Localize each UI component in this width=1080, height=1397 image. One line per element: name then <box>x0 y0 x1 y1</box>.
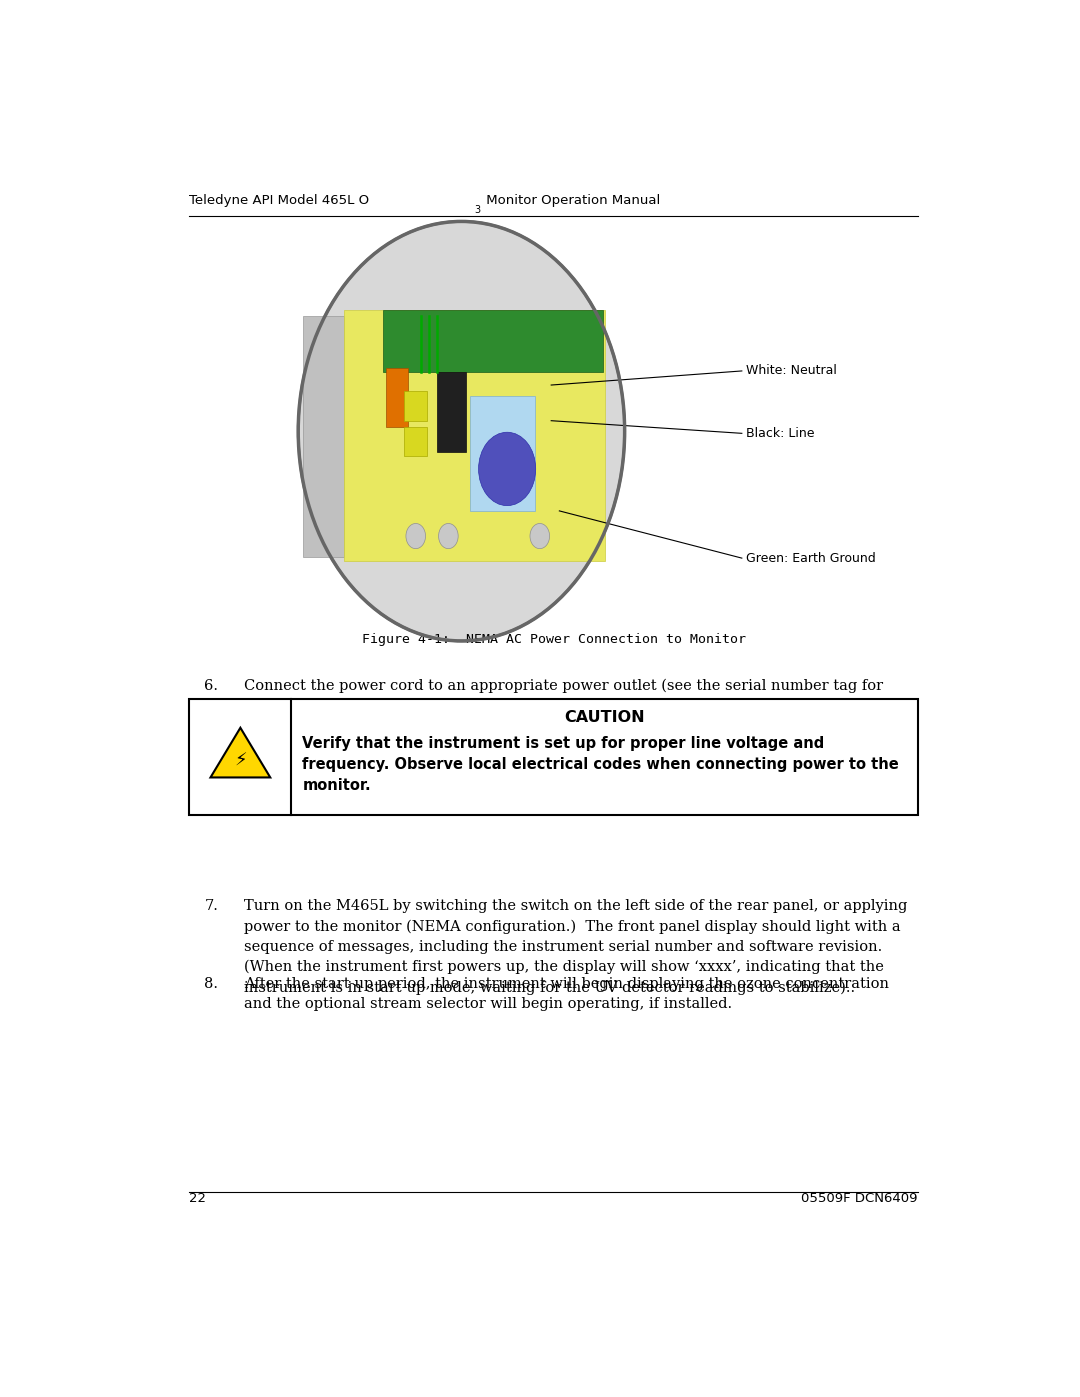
FancyBboxPatch shape <box>404 427 428 457</box>
Text: After the start-up period, the instrument will begin displaying the ozone concen: After the start-up period, the instrumen… <box>244 977 889 1010</box>
Text: Black: Line: Black: Line <box>746 427 814 440</box>
Circle shape <box>530 524 550 549</box>
Text: Connect the power cord to an appropriate power outlet (see the serial number tag: Connect the power cord to an appropriate… <box>244 679 883 714</box>
Circle shape <box>438 524 458 549</box>
Polygon shape <box>211 728 270 778</box>
FancyBboxPatch shape <box>404 391 428 420</box>
FancyBboxPatch shape <box>387 369 407 427</box>
Text: ⚡: ⚡ <box>234 752 246 770</box>
FancyBboxPatch shape <box>343 310 605 562</box>
Text: Monitor Operation Manual: Monitor Operation Manual <box>482 194 660 207</box>
FancyBboxPatch shape <box>437 373 467 453</box>
Text: 22: 22 <box>189 1192 206 1204</box>
Circle shape <box>478 432 536 506</box>
Text: 05509F DCN6409: 05509F DCN6409 <box>801 1192 918 1204</box>
Text: CAUTION: CAUTION <box>564 710 645 725</box>
Text: Verify that the instrument is set up for proper line voltage and
frequency. Obse: Verify that the instrument is set up for… <box>302 736 899 792</box>
FancyBboxPatch shape <box>189 698 918 816</box>
Text: 6.: 6. <box>204 679 218 693</box>
Text: White: Neutral: White: Neutral <box>746 365 837 377</box>
Text: Green: Earth Ground: Green: Earth Ground <box>746 552 876 564</box>
Circle shape <box>406 524 426 549</box>
Text: 3: 3 <box>474 205 481 215</box>
FancyBboxPatch shape <box>303 316 343 557</box>
Circle shape <box>298 222 624 641</box>
Text: Turn on the M465L by switching the switch on the left side of the rear panel, or: Turn on the M465L by switching the switc… <box>244 900 907 995</box>
FancyBboxPatch shape <box>383 310 604 373</box>
Text: Figure 4-1:  NEMA AC Power Connection to Monitor: Figure 4-1: NEMA AC Power Connection to … <box>362 633 745 647</box>
FancyBboxPatch shape <box>470 395 535 511</box>
Text: 7.: 7. <box>204 900 218 914</box>
Text: 8.: 8. <box>204 977 218 990</box>
Text: Teledyne API Model 465L O: Teledyne API Model 465L O <box>189 194 369 207</box>
